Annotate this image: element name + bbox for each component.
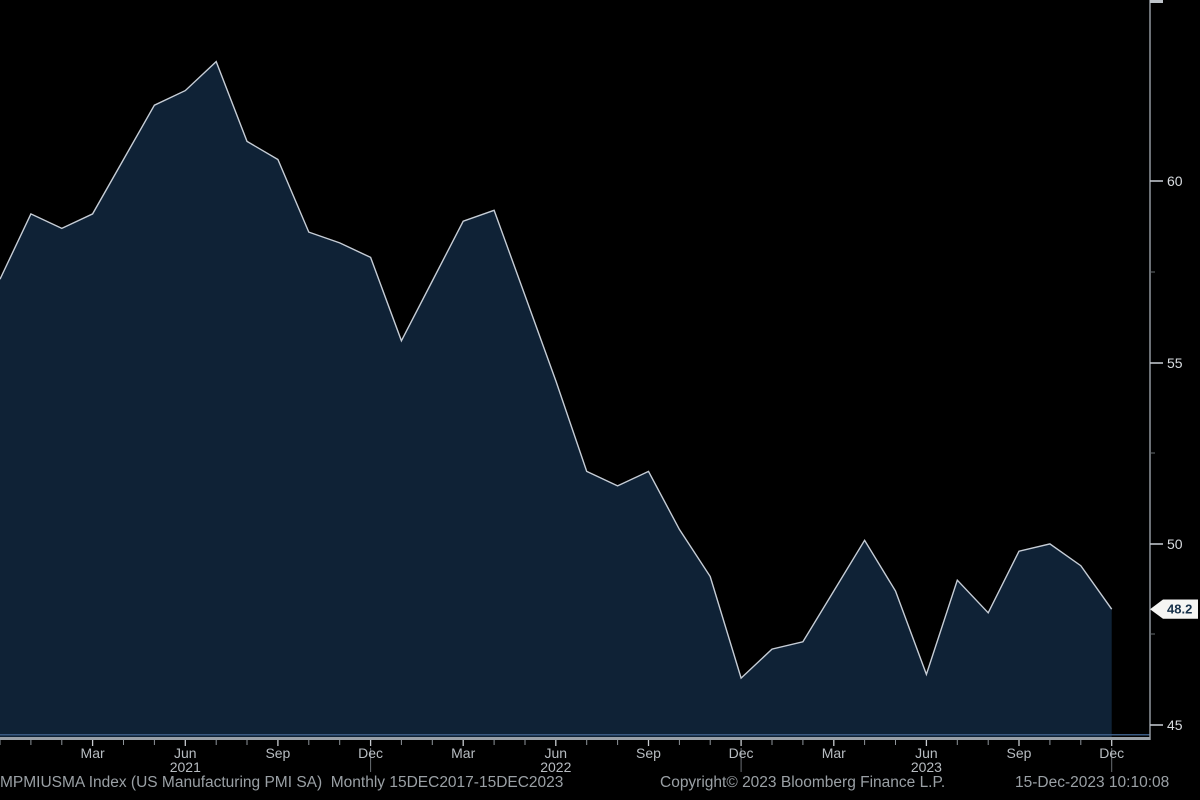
svg-text:Mar: Mar xyxy=(451,745,475,761)
svg-text:2022: 2022 xyxy=(540,759,571,775)
svg-text:48.2: 48.2 xyxy=(1167,602,1192,617)
svg-text:Mar: Mar xyxy=(822,745,846,761)
svg-text:55: 55 xyxy=(1167,355,1183,371)
svg-text:Sep: Sep xyxy=(1007,745,1032,761)
svg-text:Copyright© 2023 Bloomberg Fina: Copyright© 2023 Bloomberg Finance L.P. xyxy=(660,774,945,791)
svg-text:2023: 2023 xyxy=(911,759,942,775)
svg-text:15-Dec-2023 10:10:08: 15-Dec-2023 10:10:08 xyxy=(1015,774,1169,791)
svg-text:Dec: Dec xyxy=(729,745,754,761)
svg-text:60: 60 xyxy=(1167,173,1183,189)
svg-text:Dec: Dec xyxy=(1099,745,1124,761)
svg-text:Sep: Sep xyxy=(636,745,661,761)
svg-text:Mar: Mar xyxy=(81,745,105,761)
svg-text:45: 45 xyxy=(1167,717,1183,733)
svg-text:2021: 2021 xyxy=(170,759,201,775)
svg-text:MPMIUSMA Index (US Manufacturi: MPMIUSMA Index (US Manufacturing PMI SA)… xyxy=(0,774,563,791)
svg-text:Dec: Dec xyxy=(358,745,383,761)
svg-text:Sep: Sep xyxy=(265,745,290,761)
svg-text:50: 50 xyxy=(1167,536,1183,552)
